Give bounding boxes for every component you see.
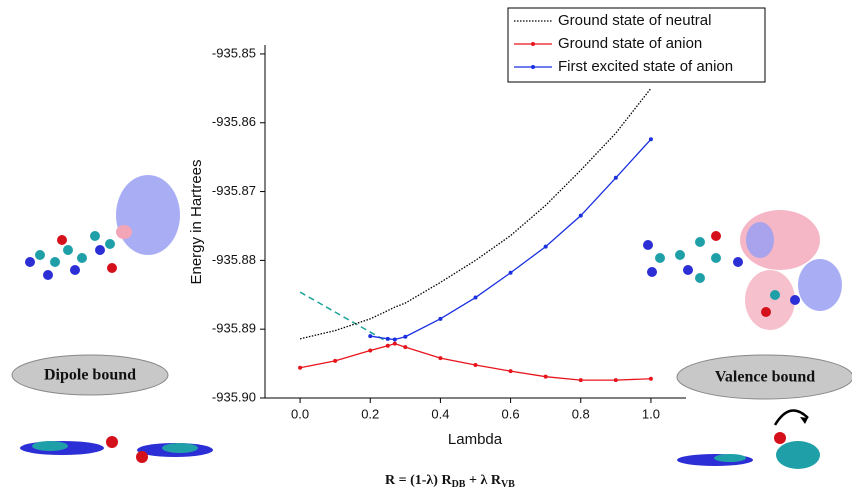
x-tick-label: 0.2	[361, 406, 379, 421]
series-line	[370, 138, 652, 341]
legend-label: Ground state of anion	[558, 35, 702, 52]
y-tick-label: -935.89	[212, 321, 256, 336]
data-point	[473, 362, 478, 367]
data-point	[508, 270, 513, 275]
y-axis-title: Energy in Hartrees	[188, 159, 205, 284]
molecule-illustration	[643, 210, 842, 330]
data-point	[403, 345, 408, 350]
data-point	[333, 358, 338, 363]
x-tick-label: 0.8	[572, 406, 590, 421]
data-point	[578, 378, 583, 383]
series-line	[299, 342, 651, 381]
label-ellipse	[11, 354, 169, 396]
y-tick-label: -935.87	[212, 183, 256, 198]
molecule-side-view	[20, 436, 213, 463]
data-point	[613, 175, 618, 180]
molecule-illustration	[25, 175, 180, 280]
legend-label: First excited state of anion	[558, 58, 733, 75]
x-axis-title: Lambda	[448, 431, 503, 448]
data-point	[648, 137, 653, 142]
data-point	[543, 244, 548, 249]
data-point	[438, 356, 443, 361]
legend-label: Ground state of neutral	[558, 12, 711, 29]
legend-box	[507, 7, 766, 83]
data-point	[392, 341, 397, 346]
data-point	[438, 316, 443, 321]
data-point	[385, 336, 390, 341]
data-point	[578, 213, 583, 218]
label-ellipse	[676, 354, 852, 400]
y-tick-label: -935.90	[212, 389, 256, 404]
legend-marker	[531, 42, 535, 46]
extrapolation-line	[299, 291, 388, 343]
data-point	[648, 376, 653, 381]
formula: R = (1-λ) RDB + λ RVB	[385, 473, 515, 490]
data-point	[613, 378, 618, 383]
x-tick-label: 0.0	[291, 406, 309, 421]
data-point	[543, 374, 548, 379]
series-line	[299, 87, 652, 340]
data-point	[385, 343, 390, 348]
legend-marker	[531, 65, 535, 69]
x-tick-label: 0.6	[502, 406, 520, 421]
y-tick-label: -935.85	[212, 45, 256, 60]
data-point	[508, 369, 513, 374]
data-point	[368, 348, 373, 353]
data-point	[298, 365, 303, 370]
y-tick-label: -935.88	[212, 252, 256, 267]
data-point	[392, 337, 397, 342]
data-point	[403, 334, 408, 339]
valence-label: Valence bound	[715, 369, 815, 386]
x-tick-label: 0.4	[431, 406, 449, 421]
molecule-side-view	[677, 409, 820, 469]
data-point	[473, 295, 478, 300]
y-tick-label: -935.86	[212, 114, 256, 129]
x-tick-label: 1.0	[642, 406, 660, 421]
data-point	[368, 334, 373, 339]
dipole-label: Dipole bound	[44, 367, 136, 384]
